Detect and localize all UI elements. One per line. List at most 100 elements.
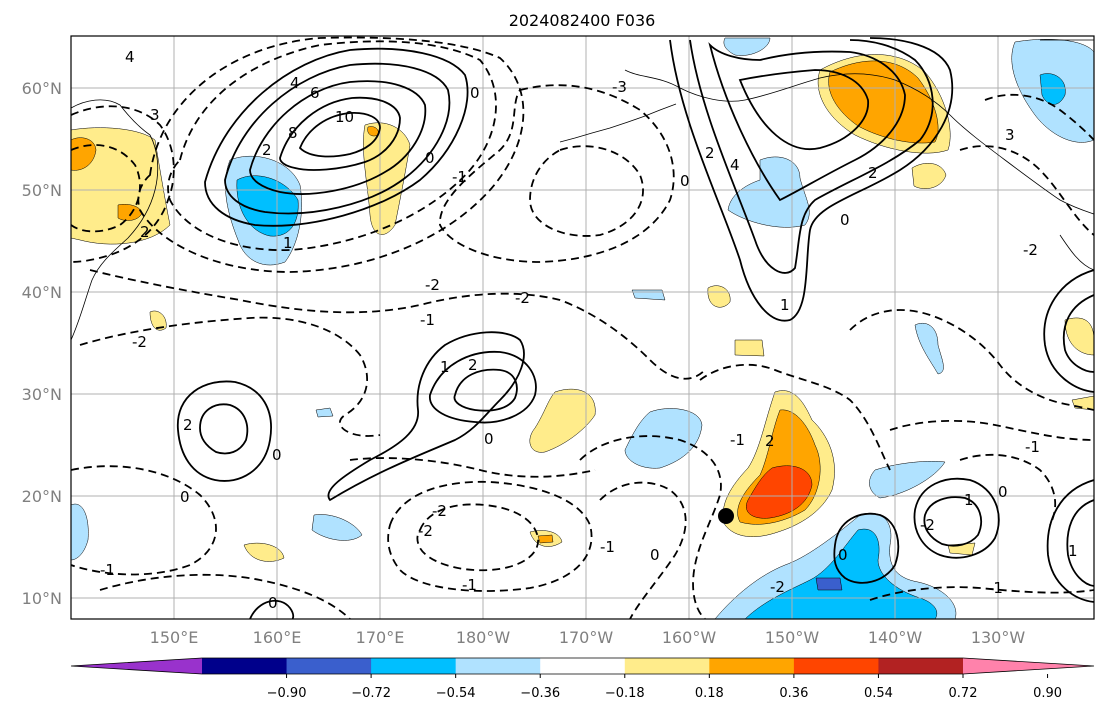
coastline-kamchatka [71, 99, 159, 341]
contour-label: -3 [612, 78, 627, 96]
contour-solid [204, 47, 469, 227]
colorbar-bin [624, 658, 710, 674]
contour-label: -2 [1023, 241, 1038, 259]
contour-labels: 4 3 2 0 10 8 6 4 2 1 0 -1 -3 -2 -1 -2 -2… [100, 48, 1078, 612]
shade-positive-region [149, 310, 167, 331]
contour-label: 4 [290, 74, 300, 92]
lat-label: 30°N [22, 385, 62, 404]
map-title: 2024082400 F036 [509, 11, 656, 30]
colorbar-extension-high [963, 658, 1094, 674]
contour-label: -1 [988, 579, 1003, 597]
longitude-labels: 150°E 160°E 170°E 180°W 170°W 160°W 150°… [150, 628, 1026, 647]
shade-negative-region [869, 461, 946, 499]
contour-label: 0 [425, 149, 435, 167]
latitude-labels: 60°N 50°N 40°N 30°N 20°N 10°N [22, 79, 62, 608]
contour-label: -2 [418, 522, 433, 540]
contour-dashed [439, 84, 675, 263]
lon-label: 160°E [253, 628, 302, 647]
contour-dashed [869, 586, 1094, 601]
contour-dashed [889, 419, 1094, 441]
contour-label: 1 [1068, 542, 1078, 560]
contour-label: -1 [1025, 438, 1040, 456]
lon-label: 160°W [662, 628, 717, 647]
contour-label: 4 [125, 48, 135, 66]
colorbar-tick-label: −0.54 [436, 686, 476, 701]
contour-solid [249, 599, 295, 619]
contour-solid [298, 112, 381, 158]
contour-label: 0 [470, 84, 480, 102]
contour-label: 1 [780, 296, 790, 314]
colorbar-bin [202, 658, 288, 674]
contour-dashed [71, 105, 175, 263]
contour-dashed [387, 480, 593, 592]
colorbar-tick-label: −0.18 [605, 686, 645, 701]
contour-label: 3 [1005, 126, 1015, 144]
contour-label: 10 [335, 108, 354, 126]
shade-negative-region [71, 503, 89, 561]
lon-label: 180°W [456, 628, 511, 647]
contour-label: 0 [838, 546, 848, 564]
colorbar-bin [540, 658, 626, 674]
shade-positive-region [746, 465, 813, 519]
contour-label: 0 [272, 446, 282, 464]
colorbar-tick-label: 0.36 [779, 686, 808, 701]
shade-negative-region [315, 407, 334, 418]
contour-label: 0 [998, 483, 1008, 501]
contour-label: 0 [840, 211, 850, 229]
contour-dashed [71, 465, 217, 576]
shade-negative-region [914, 322, 944, 375]
shade-positive-region [734, 339, 765, 357]
coastline-aleutians [559, 103, 677, 143]
colorbar-tick-label: 0.72 [949, 686, 978, 701]
contour-solid [249, 80, 427, 195]
lon-label: 150°W [765, 628, 820, 647]
shade-negative-region [723, 37, 771, 56]
contour-label: 8 [288, 124, 298, 142]
contour-label: -1 [462, 576, 477, 594]
contour-solid [689, 39, 934, 274]
shade-negative-region [311, 514, 363, 541]
location-marker [718, 508, 734, 524]
contour-layer [177, 37, 1094, 619]
contour-dashed [349, 457, 596, 478]
contour-label: 2 [705, 144, 715, 162]
contour-dashed [529, 145, 644, 237]
lat-label: 50°N [22, 181, 62, 200]
colorbar: −0.90 −0.72 −0.54 −0.36 −0.18 0.18 0.36 0.54 0.7… [70, 657, 1095, 701]
coastline-canada [1040, 39, 1094, 271]
contour-solid [429, 351, 537, 424]
contour-label: -1 [452, 168, 467, 186]
shade-positive-region [537, 534, 554, 544]
contour-label: 0 [180, 488, 190, 506]
colorbar-tick-label: 0.54 [864, 686, 893, 701]
contour-label: -1 [730, 431, 745, 449]
lon-label: 140°W [868, 628, 923, 647]
contour-label: -2 [425, 276, 440, 294]
contour-dashed [99, 573, 351, 619]
contour-dashed [849, 309, 1094, 411]
contour-label: -1 [420, 311, 435, 329]
shade-negative-region [815, 577, 843, 591]
colorbar-bin [793, 658, 879, 674]
contour-label: 1 [964, 491, 974, 509]
contour-label: -1 [100, 561, 115, 579]
contour-label: 0 [484, 430, 494, 448]
contour-solid [199, 403, 249, 455]
colorbar-tick-label: −0.36 [520, 686, 560, 701]
contour-label: 2 [262, 141, 272, 159]
contour-solid [177, 380, 272, 482]
shade-positive-region [707, 285, 731, 308]
contour-label: 0 [680, 172, 690, 190]
shade-negative-region [236, 175, 299, 237]
contour-solid [453, 368, 518, 412]
graticule [71, 36, 1094, 619]
lat-label: 20°N [22, 487, 62, 506]
colorbar-extension-low [71, 658, 202, 674]
contour-dashed [959, 145, 1094, 236]
contour-dashed [89, 269, 706, 380]
contour-solid [913, 477, 1000, 559]
shade-negative-region [1039, 73, 1066, 105]
colorbar-bin [455, 658, 541, 674]
contour-solid [1043, 269, 1094, 393]
